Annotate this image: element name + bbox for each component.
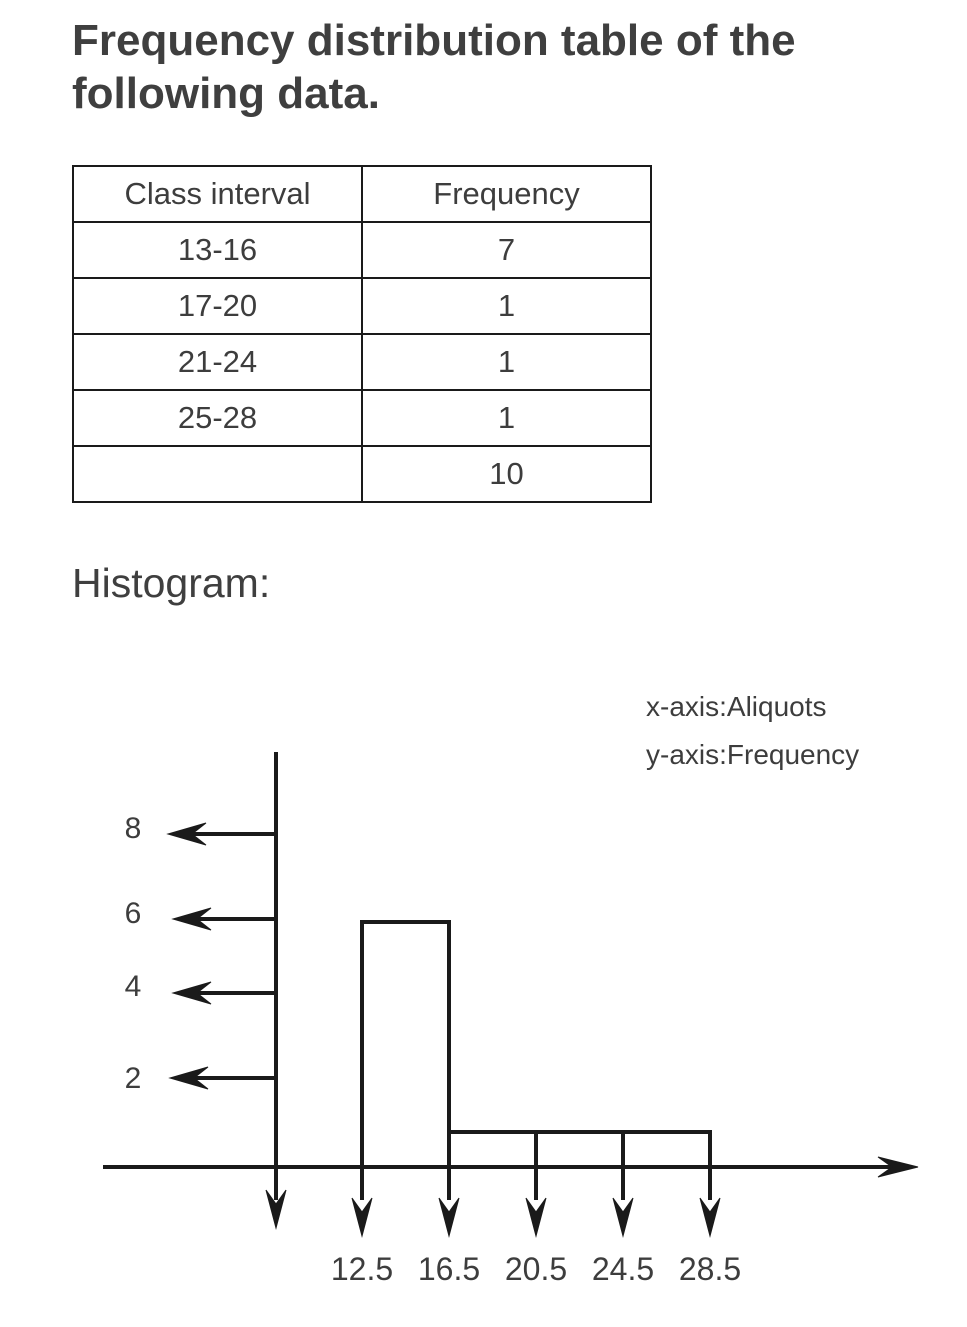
y-tick-arrowhead bbox=[171, 907, 212, 931]
histogram-bar bbox=[447, 1130, 538, 1169]
frequency-cell: 1 bbox=[361, 277, 652, 335]
x-tick-arrowhead bbox=[351, 1197, 373, 1238]
y-tick-label: 4 bbox=[125, 970, 142, 1003]
x-tick-arrowhead bbox=[612, 1197, 634, 1238]
x-axis-note: x-axis:Aliquots bbox=[646, 691, 827, 722]
table-row: 13-16 7 bbox=[72, 221, 652, 279]
page-title: Frequency distribution table of the foll… bbox=[72, 16, 796, 118]
histogram-bar bbox=[534, 1130, 625, 1169]
x-tick-arrowhead bbox=[438, 1197, 460, 1238]
frequency-table: Class interval Frequency 13-16 7 17-20 1… bbox=[72, 165, 652, 503]
histogram-bar bbox=[621, 1130, 712, 1169]
total-label-cell bbox=[72, 445, 363, 503]
class-interval-cell: 21-24 bbox=[72, 333, 363, 391]
y-axis-arrow bbox=[265, 1189, 287, 1230]
y-axis-note: y-axis:Frequency bbox=[646, 739, 859, 770]
y-tick-label: 2 bbox=[125, 1062, 142, 1095]
table-header-row: Class interval Frequency bbox=[72, 165, 652, 223]
x-tick-arrowhead bbox=[699, 1197, 721, 1238]
x-tick-label: 28.5 bbox=[679, 1251, 741, 1287]
x-tick-label: 16.5 bbox=[418, 1251, 480, 1287]
frequency-cell: 1 bbox=[361, 333, 652, 391]
y-tick-arrowhead bbox=[166, 822, 207, 846]
total-frequency-cell: 10 bbox=[361, 445, 652, 503]
x-tick-label: 20.5 bbox=[505, 1251, 567, 1287]
table-row: 17-20 1 bbox=[72, 277, 652, 335]
x-tick-arrowhead bbox=[525, 1197, 547, 1238]
class-interval-cell: 13-16 bbox=[72, 221, 363, 279]
x-axis-arrow bbox=[877, 1156, 919, 1178]
y-tick-arrowhead bbox=[171, 981, 212, 1005]
header-frequency: Frequency bbox=[361, 165, 652, 223]
frequency-cell: 7 bbox=[361, 221, 652, 279]
y-tick-label: 8 bbox=[125, 812, 142, 845]
table-row: 25-28 1 bbox=[72, 389, 652, 447]
header-class-interval: Class interval bbox=[72, 165, 363, 223]
y-tick-arrowhead bbox=[168, 1066, 209, 1090]
x-tick-label: 24.5 bbox=[592, 1251, 654, 1287]
class-interval-cell: 25-28 bbox=[72, 389, 363, 447]
frequency-cell: 1 bbox=[361, 389, 652, 447]
x-tick-label: 12.5 bbox=[331, 1251, 393, 1287]
class-interval-cell: 17-20 bbox=[72, 277, 363, 335]
histogram-bar bbox=[360, 920, 451, 1169]
table-total-row: 10 bbox=[72, 445, 652, 503]
histogram-label: Histogram: bbox=[72, 560, 271, 606]
table-row: 21-24 1 bbox=[72, 333, 652, 391]
histogram-chart: 2 4 6 8 12.5 16.5 20.5 24.5 28.5 x-axis:Aliquots y… bbox=[103, 691, 919, 1287]
y-tick-label: 6 bbox=[125, 897, 142, 930]
